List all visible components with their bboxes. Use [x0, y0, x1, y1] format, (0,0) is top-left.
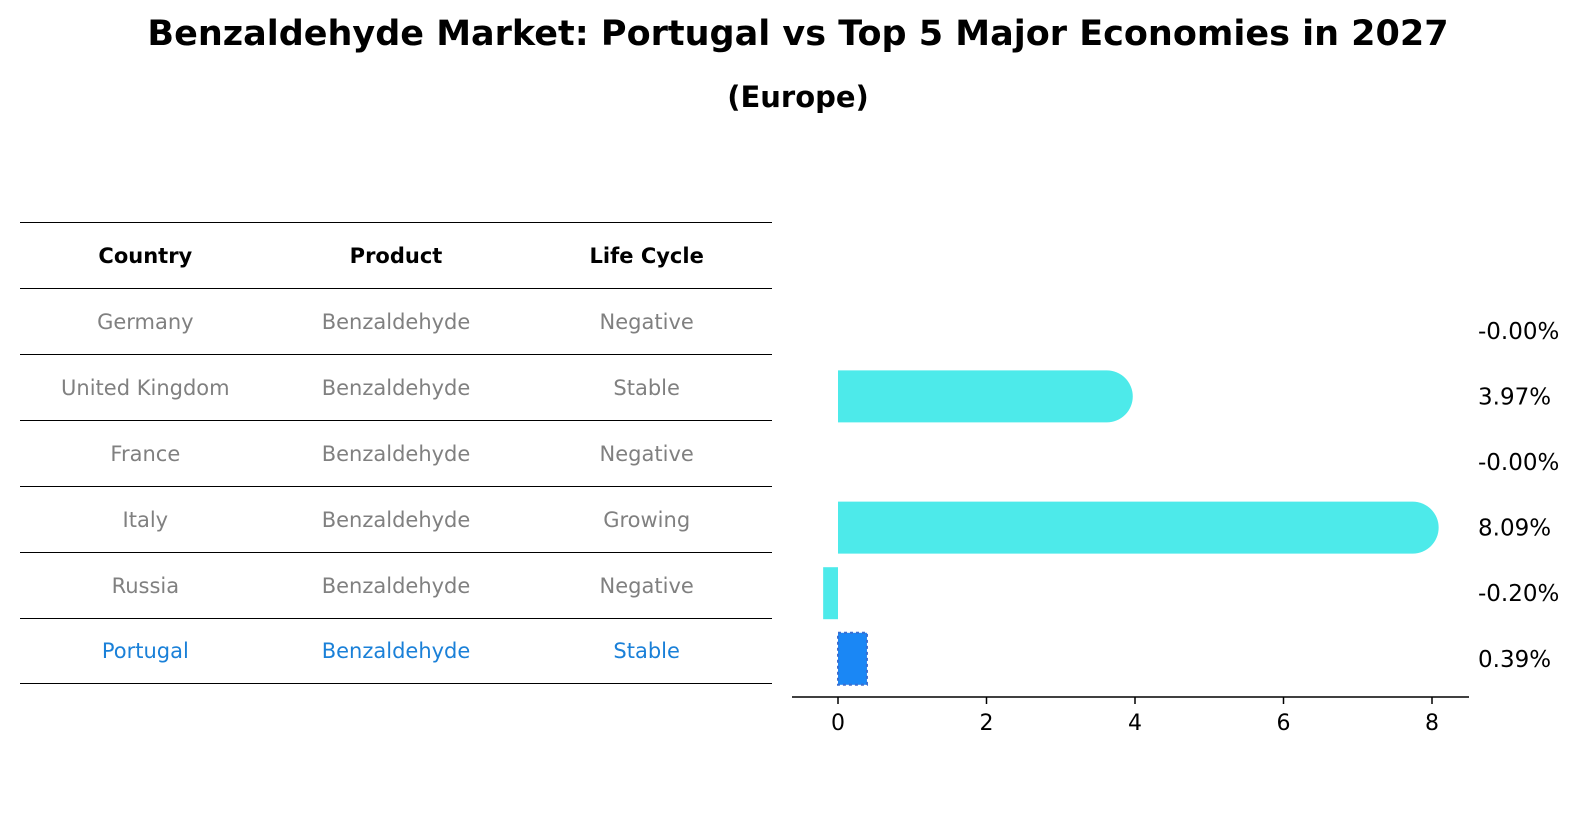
x-tick-label: 4	[1128, 711, 1142, 736]
chart-subtitle: (Europe)	[727, 80, 869, 114]
cell-product: Benzaldehyde	[321, 309, 471, 334]
cell-country: Portugal	[101, 639, 189, 663]
header-product: Product	[349, 243, 443, 268]
cell-country: Russia	[111, 573, 180, 598]
cell-country: United Kingdom	[61, 375, 230, 400]
bar-italy	[838, 501, 1439, 554]
table-row: Russia Benzaldehyde Negative	[20, 552, 772, 618]
cell-country: Italy	[122, 507, 169, 532]
header-life-cycle: Life Cycle	[589, 243, 704, 268]
table-header-row: Country Product Life Cycle	[20, 222, 772, 288]
x-tick-label: 6	[1277, 711, 1291, 736]
value-label: -0.20%	[1478, 581, 1559, 607]
value-label: -0.00%	[1478, 319, 1559, 345]
bar-russia	[823, 567, 838, 620]
cell-product: Benzaldehyde	[321, 507, 471, 532]
x-tick-label: 8	[1425, 711, 1439, 736]
cell-life-cycle: Growing	[603, 507, 691, 532]
value-label: 0.39%	[1478, 647, 1551, 673]
header-country: Country	[98, 243, 193, 268]
cell-country: France	[110, 441, 181, 466]
cell-life-cycle: Negative	[599, 309, 694, 334]
cell-product: Benzaldehyde	[321, 441, 471, 466]
x-tick-label: 2	[980, 711, 994, 736]
cell-product: Benzaldehyde	[321, 375, 471, 400]
value-label: 8.09%	[1478, 516, 1551, 542]
data-table: Country Product Life Cycle Germany Benza…	[20, 222, 772, 684]
table-row: France Benzaldehyde Negative	[20, 420, 772, 486]
bar-portugal	[837, 631, 868, 686]
chart-title: Benzaldehyde Market: Portugal vs Top 5 M…	[147, 14, 1449, 54]
cell-country: Germany	[97, 309, 194, 334]
bar-united-kingdom	[838, 370, 1133, 423]
cell-product: Benzaldehyde	[321, 573, 471, 598]
x-tick-label: 0	[831, 711, 845, 736]
cell-life-cycle: Stable	[613, 639, 680, 663]
table-row: United Kingdom Benzaldehyde Stable	[20, 354, 772, 420]
cell-life-cycle: Stable	[613, 375, 680, 400]
table-row: Italy Benzaldehyde Growing	[20, 486, 772, 552]
value-label: -0.00%	[1478, 450, 1559, 476]
value-label: 3.97%	[1478, 384, 1551, 410]
table-row-highlight: Portugal Benzaldehyde Stable	[20, 618, 772, 684]
cell-product: Benzaldehyde	[321, 639, 471, 663]
table-row: Germany Benzaldehyde Negative	[20, 288, 772, 354]
cell-life-cycle: Negative	[599, 441, 694, 466]
cell-life-cycle: Negative	[599, 573, 694, 598]
